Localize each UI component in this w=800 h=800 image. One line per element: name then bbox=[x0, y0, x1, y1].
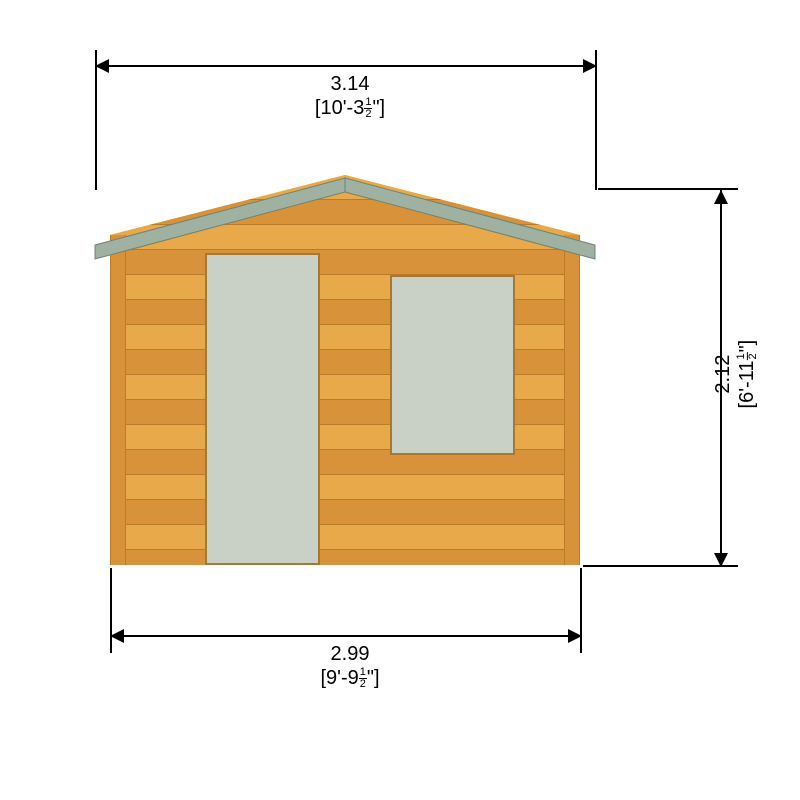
roof-right-panel bbox=[345, 178, 595, 259]
wall-plank bbox=[110, 525, 580, 550]
wall-plank bbox=[110, 475, 580, 500]
top-dim-label: 3.14 [10'-312"] bbox=[290, 72, 410, 120]
roof-left-panel bbox=[95, 178, 345, 259]
top-dim-metric: 3.14 bbox=[290, 72, 410, 96]
bottom-dim-imperial: [9'-912"] bbox=[290, 666, 410, 690]
wall-pillar-left bbox=[110, 235, 126, 565]
bottom-dim-line bbox=[110, 635, 580, 637]
cabin-door bbox=[205, 253, 320, 565]
roof-svg bbox=[95, 173, 595, 263]
wall-plank bbox=[110, 550, 580, 565]
right-dim-imperial: [6'-1112"] bbox=[735, 309, 759, 439]
top-dim-imperial: [10'-312"] bbox=[290, 96, 410, 120]
wall-plank bbox=[110, 500, 580, 525]
right-arrow-bottom bbox=[714, 553, 728, 567]
right-dim-metric: 2.12 bbox=[711, 309, 735, 439]
wall-pillar-right bbox=[564, 235, 580, 565]
right-dim-label: 2.12 [6'-1112"] bbox=[711, 309, 759, 439]
top-dim-line bbox=[95, 65, 595, 67]
drawing-canvas: 3.14 [10'-312"] 2.12 [6'-1112"] 2.99 [9'… bbox=[0, 0, 800, 800]
top-arrow-right bbox=[583, 59, 597, 73]
bottom-arrow-right bbox=[568, 629, 582, 643]
bottom-dim-metric: 2.99 bbox=[290, 642, 410, 666]
bottom-arrow-left bbox=[110, 629, 124, 643]
top-arrow-left bbox=[95, 59, 109, 73]
cabin-window bbox=[390, 275, 515, 455]
right-arrow-top bbox=[714, 190, 728, 204]
cabin-elevation bbox=[110, 175, 580, 565]
bottom-dim-label: 2.99 [9'-912"] bbox=[290, 642, 410, 690]
